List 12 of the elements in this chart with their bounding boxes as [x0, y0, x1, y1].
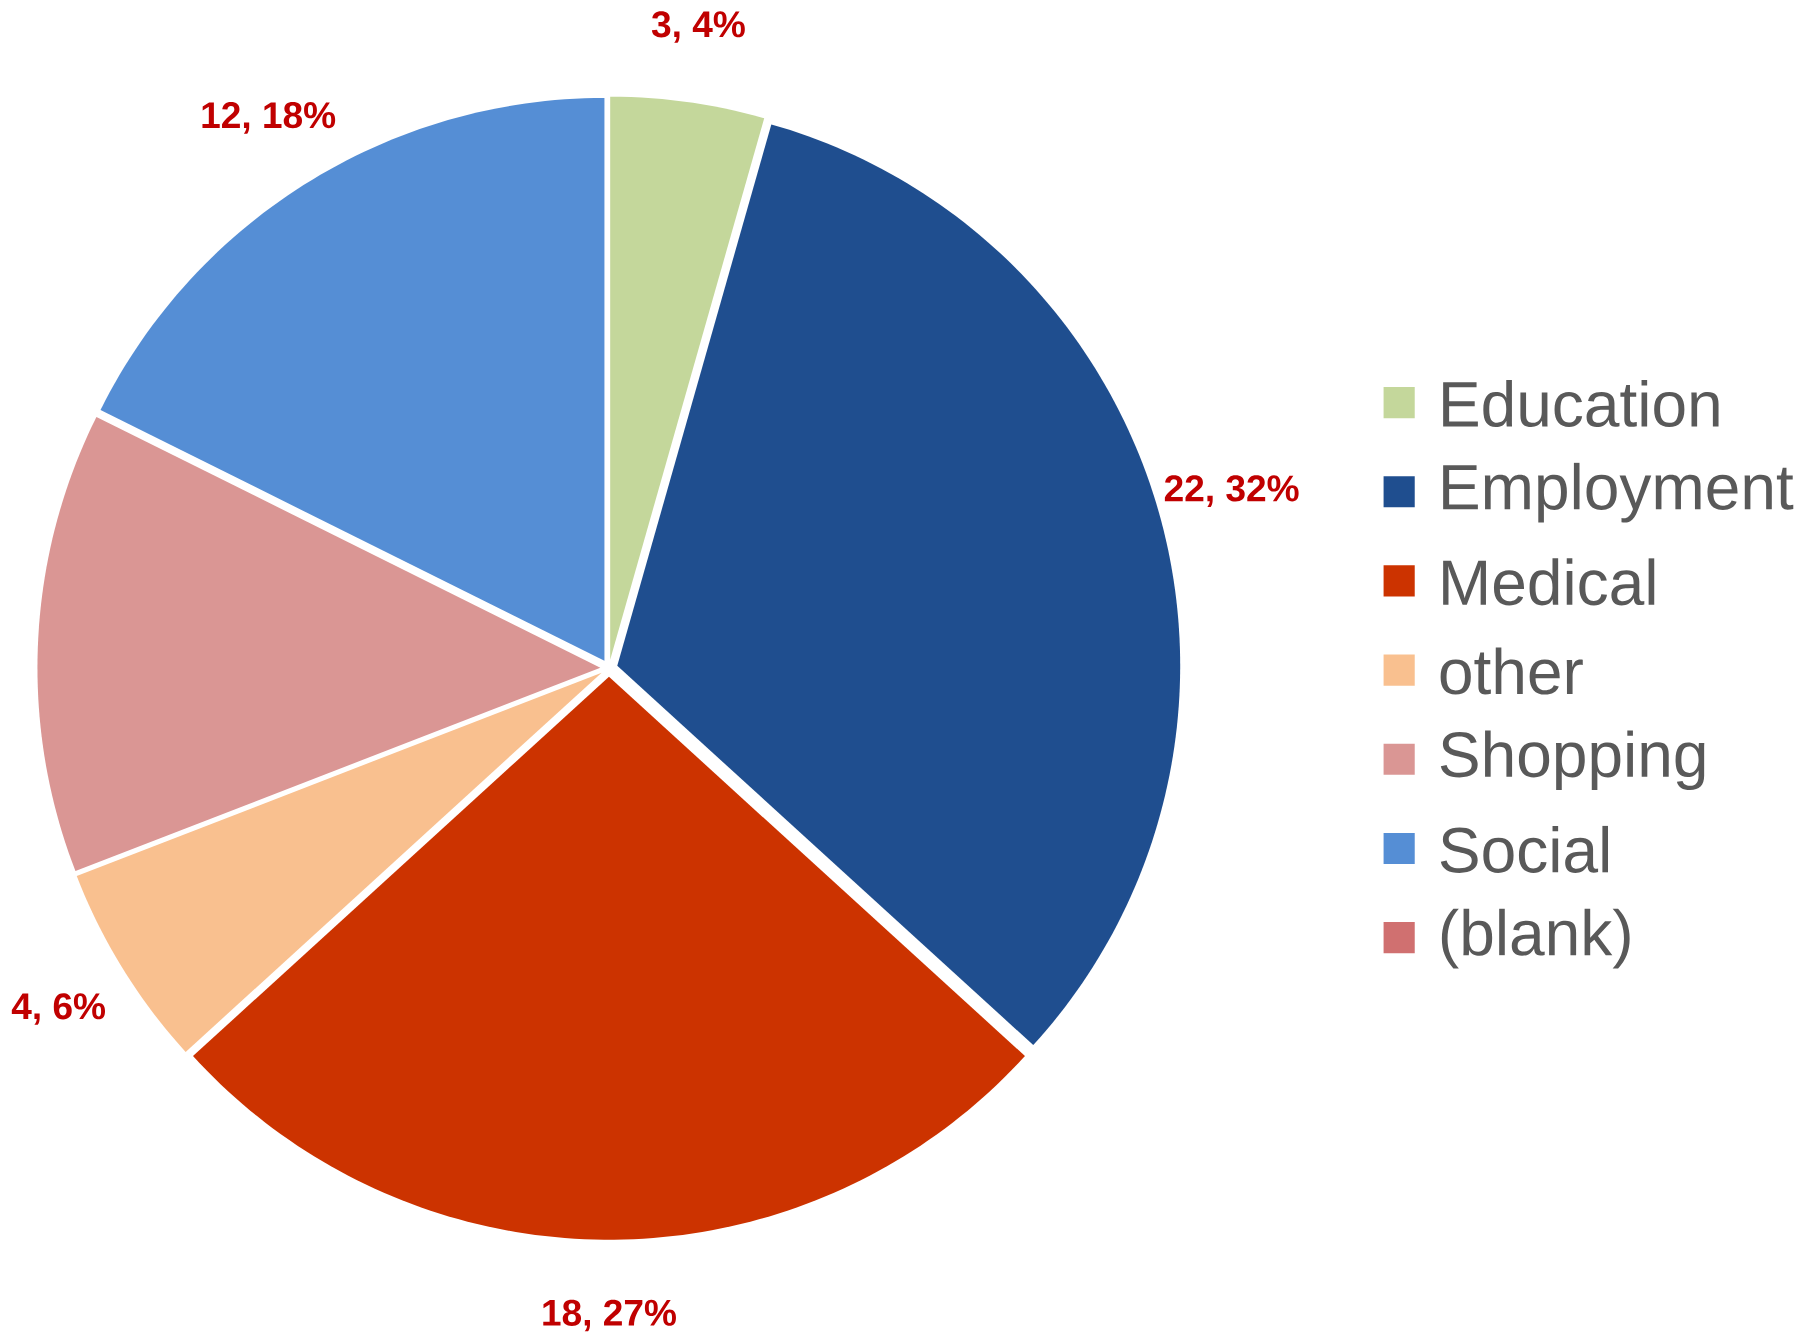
data-label: 22, 32% [1164, 475, 1299, 508]
legend-label: (blank) [1441, 909, 1630, 969]
data-label: 18, 27% [543, 1299, 676, 1332]
legend-label: Medical [1443, 558, 1655, 606]
data-label: 3, 4% [651, 11, 745, 44]
data-label: 12, 18% [202, 102, 336, 134]
legend-label: Employment [1443, 463, 1794, 523]
legend-label: Social [1440, 826, 1608, 874]
data-label: 4, 6% [11, 993, 106, 1026]
legend-label: other [1440, 647, 1583, 695]
legend-label: Shopping [1440, 730, 1705, 791]
legend-label: Education [1443, 380, 1719, 428]
